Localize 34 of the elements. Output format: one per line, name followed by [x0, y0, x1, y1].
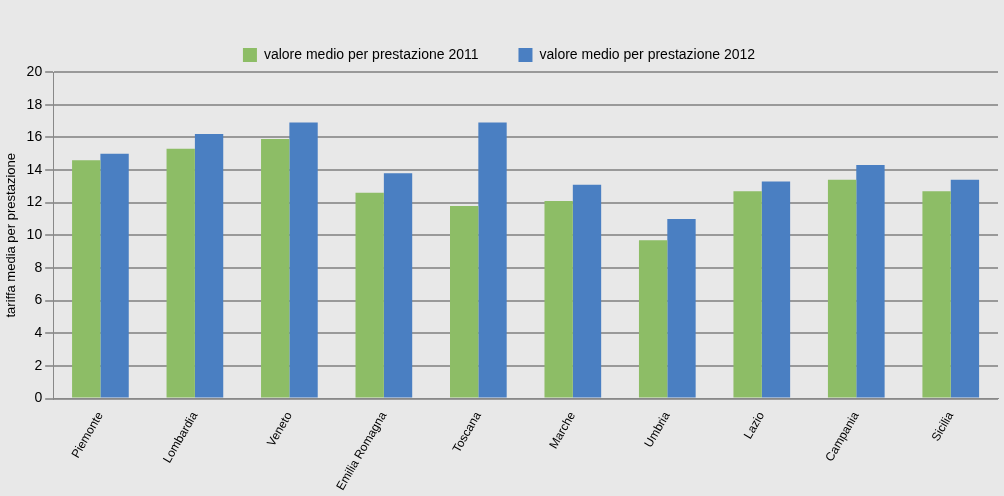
y-tick-label: 0 [34, 389, 43, 406]
y-tick-label: 16 [26, 128, 43, 145]
legend-label: valore medio per prestazione 2011 [263, 45, 479, 62]
bar [667, 218, 696, 398]
bar [261, 138, 290, 398]
bar [450, 205, 479, 398]
y-axis-title: tariffa media per prestazione [3, 153, 19, 318]
legend-label: valore medio per prestazione 2012 [539, 45, 756, 62]
bar [572, 184, 602, 398]
bar [478, 122, 507, 398]
y-tick-label: 18 [26, 95, 43, 112]
bar [733, 191, 762, 398]
y-tick-label: 12 [26, 193, 43, 210]
y-tick-label: 8 [34, 258, 43, 275]
bar [638, 240, 668, 398]
bar [761, 181, 791, 398]
bar [856, 165, 885, 398]
y-tick-label: 2 [34, 356, 43, 373]
bar [383, 173, 413, 398]
y-tick-label: 20 [26, 62, 43, 79]
y-tick-label: 4 [34, 324, 43, 341]
bar [922, 191, 951, 398]
y-tick-label: 14 [26, 160, 43, 177]
bar [194, 134, 224, 398]
bar [72, 160, 101, 398]
bar [289, 122, 318, 398]
bar [950, 179, 980, 398]
y-tick-label: 6 [34, 291, 43, 308]
bar [544, 200, 573, 398]
bar [827, 179, 857, 398]
bar [355, 192, 384, 398]
bar [100, 153, 129, 398]
y-tick-label: 10 [26, 226, 43, 243]
bar [166, 148, 195, 398]
